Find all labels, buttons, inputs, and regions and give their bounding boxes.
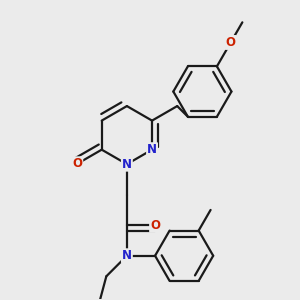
Text: N: N (122, 249, 132, 262)
Text: N: N (147, 143, 157, 156)
Text: O: O (150, 219, 160, 232)
Text: O: O (72, 157, 82, 170)
Text: O: O (226, 36, 236, 49)
Text: N: N (122, 158, 132, 171)
